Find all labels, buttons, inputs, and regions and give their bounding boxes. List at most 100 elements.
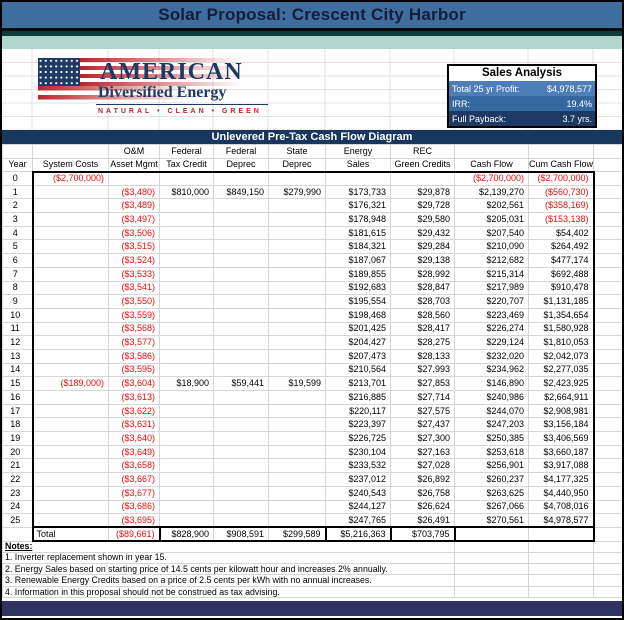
table-cell: $244,127 xyxy=(325,499,391,515)
table-cell: 23 xyxy=(2,485,33,501)
table-cell: ($3,480) xyxy=(108,184,160,200)
table-cell: Cum Cash Flow xyxy=(528,157,594,172)
table-cell: Deprec xyxy=(213,157,269,172)
table-cell: $28,847 xyxy=(390,280,455,296)
table-cell: ($3,658) xyxy=(108,458,160,474)
table-cell: $28,133 xyxy=(390,348,455,364)
header-region: AMERICAN Diversified Energy NATURAL • CL… xyxy=(2,49,622,130)
cashflow-table-title: Unlevered Pre-Tax Cash Flow Diagram xyxy=(2,130,622,144)
table-cell xyxy=(268,485,326,501)
table-cell: $279,990 xyxy=(268,184,326,200)
table-cell xyxy=(159,485,214,501)
table-cell: $215,314 xyxy=(454,266,529,282)
table-cell xyxy=(454,562,529,576)
table-cell xyxy=(593,485,622,501)
table-cell xyxy=(454,585,529,599)
table-cell: $234,962 xyxy=(454,362,529,378)
table-cell: ($3,515) xyxy=(108,239,160,255)
table-cell: $226,725 xyxy=(325,431,391,446)
table-cell: 13 xyxy=(2,348,33,364)
table-cell: $1,131,185 xyxy=(528,294,595,309)
table-cell: $28,560 xyxy=(390,307,455,323)
table-cell: Cash Flow xyxy=(454,157,529,172)
table-cell: $178,948 xyxy=(325,212,391,227)
table-cell xyxy=(593,513,622,528)
table-cell: ($3,524) xyxy=(108,253,160,268)
table-cell xyxy=(213,266,269,282)
table-row: 20 ($3,649) $230,104 $27,163 $253,618 $3,660,… xyxy=(2,444,622,460)
table-cell xyxy=(213,239,269,255)
table-cell: ($2,700,000) xyxy=(528,170,595,186)
table-cell xyxy=(454,551,529,564)
table-cell xyxy=(159,390,214,405)
table-cell: 20 xyxy=(2,444,33,460)
table-cell: $264,492 xyxy=(528,239,595,255)
table-cell: ($358,169) xyxy=(528,198,595,214)
table-cell: $263,625 xyxy=(454,485,529,501)
table-row: 14 ($3,595) $210,564 $27,993 $234,962 $2,277,… xyxy=(2,362,622,378)
table-cell: $4,440,950 xyxy=(528,485,595,501)
table-row: 21 ($3,658) $233,532 $27,028 $256,901 $3,917,… xyxy=(2,458,622,474)
note-row: 2. Energy Sales based on starting price … xyxy=(2,562,622,576)
table-row: 18 ($3,631) $223,397 $27,437 $247,203 $3,156,… xyxy=(2,417,622,433)
table-row: 5 ($3,515) $184,321 $29,284 $210,090 $264,492 xyxy=(2,239,622,255)
table-cell: ($3,695) xyxy=(108,513,160,528)
sales-analysis-row-payback: Full Payback: 3.7 yrs. xyxy=(449,111,595,126)
table-cell xyxy=(528,526,595,543)
table-cell xyxy=(593,171,622,186)
sales-analysis-panel: Sales Analysis Total 25 yr Profit: $4,97… xyxy=(447,64,597,128)
table-cell: $299,589 xyxy=(268,526,327,543)
table-cell xyxy=(593,157,622,172)
table-cell xyxy=(31,280,109,296)
table-cell xyxy=(454,540,529,553)
table-cell: $477,174 xyxy=(528,253,595,268)
table-cell xyxy=(31,225,109,241)
table-cell: ($3,559) xyxy=(108,307,160,323)
table-cell xyxy=(159,239,214,255)
table-cell xyxy=(528,574,594,587)
table-cell xyxy=(268,212,326,227)
table-cell: ($153,138) xyxy=(528,212,595,227)
table-cell: $29,138 xyxy=(390,253,455,268)
table-cell: $5,216,363 xyxy=(325,526,392,543)
table-cell: $1,354,654 xyxy=(528,307,595,323)
table-cell: $18,900 xyxy=(159,376,214,391)
table-cell: $244,070 xyxy=(454,403,529,419)
table-cell xyxy=(213,253,269,268)
table-cell: $207,540 xyxy=(454,225,529,241)
table-row: 3 ($3,497) $178,948 $29,580 $205,031 ($153,13… xyxy=(2,212,622,227)
table-cell: ($3,677) xyxy=(108,485,160,501)
sales-value: 19.4% xyxy=(566,98,592,109)
note-text: 2. Energy Sales based on starting price … xyxy=(5,563,388,574)
table-cell xyxy=(32,144,109,159)
table-cell xyxy=(213,307,269,323)
table-cell: $256,901 xyxy=(454,458,529,474)
table-cell: $207,473 xyxy=(325,348,391,364)
table-cell: $19,599 xyxy=(268,376,326,391)
notes-tbody: Notes: 1. Inverter replacement shown in y… xyxy=(2,540,622,599)
table-cell: 3 xyxy=(2,212,33,227)
table-cell: 9 xyxy=(2,294,33,309)
table-cell: Notes: xyxy=(2,540,455,553)
table-cell xyxy=(213,170,269,186)
table-cell: $181,615 xyxy=(325,225,391,241)
table-cell xyxy=(454,574,529,587)
table-cell: Federal xyxy=(159,144,214,159)
table-cell: $26,892 xyxy=(390,472,455,487)
table-cell: $910,478 xyxy=(528,280,595,296)
table-cell: $59,441 xyxy=(213,376,269,391)
table-cell: $1,580,928 xyxy=(528,321,595,337)
table-cell: $27,714 xyxy=(390,390,455,405)
table-cell xyxy=(159,458,214,474)
table-cell xyxy=(213,403,269,419)
table-row: 22 ($3,667) $237,012 $26,892 $260,237 $4,177,… xyxy=(2,472,622,487)
table-cell xyxy=(31,184,109,200)
table-cell: $240,543 xyxy=(325,485,391,501)
table-cell: 4 xyxy=(2,225,33,241)
table-cell: 14 xyxy=(2,362,33,378)
table-cell: 4. Information in this proposal should n… xyxy=(2,585,455,599)
table-cell xyxy=(528,551,594,564)
table-cell: $173,733 xyxy=(325,184,391,200)
table-cell xyxy=(268,280,326,296)
